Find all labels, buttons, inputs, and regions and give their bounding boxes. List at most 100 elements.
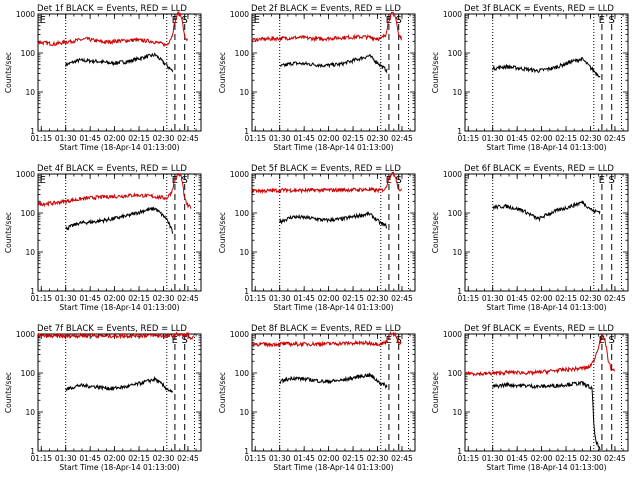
subplot-8: Det 8f BLACK = Events, RED = LLD 1 10 100 10… (218, 324, 416, 472)
events-series-line (65, 205, 174, 235)
x-tick-label: 02:15 (128, 294, 150, 303)
y-tick-label: 100 (448, 209, 463, 218)
y-tick-label: 1000 (16, 170, 35, 179)
subplot-7: Det 7f BLACK = Events, RED = LLD 1 10 100 10… (4, 324, 202, 472)
subplot-title: Det 7f BLACK = Events, RED = LLD (37, 324, 187, 334)
x-axis-label: Start Time (18-Apr-14 01:13:00) (486, 463, 606, 472)
marker-letter: E (599, 175, 605, 186)
marker-letter: S (181, 175, 187, 186)
lld-series-line (37, 10, 188, 47)
x-tick-label: 02:15 (128, 454, 150, 463)
x-tick-label: 01:30 (269, 294, 291, 303)
x-tick-label: 02:30 (580, 294, 602, 303)
lld-series-line (251, 11, 402, 43)
y-tick-label: 1 (457, 127, 462, 136)
x-tick-label: 02:00 (318, 134, 340, 143)
marker-letter: S (395, 15, 401, 26)
plot-frame (37, 333, 202, 452)
subplot-title: Det 2f BLACK = Events, RED = LLD (251, 4, 401, 14)
subplot-3: Det 3f BLACK = Events, RED = LLD 1 10 100 10… (431, 4, 629, 152)
x-tick-label: 02:15 (342, 134, 364, 143)
marker-letter: E (254, 15, 260, 26)
y-tick-label: 10 (239, 248, 249, 257)
marker-letter: E (172, 15, 178, 26)
y-tick-label: 10 (452, 408, 462, 417)
subplot-2: Det 2f BLACK = Events, RED = LLD 1 10 100 10… (218, 4, 416, 152)
y-tick-label: 10 (25, 248, 35, 257)
subplot-title: Det 4f BLACK = Events, RED = LLD (37, 164, 187, 174)
events-series-line (279, 210, 388, 229)
x-tick-label: 01:15 (30, 134, 52, 143)
marker-letter: S (395, 335, 401, 346)
y-tick-label: 10 (239, 408, 249, 417)
subplot-6: Det 6f BLACK = Events, RED = LLD 1 10 100 10… (431, 164, 629, 312)
subplot-4: Det 4f BLACK = Events, RED = LLD 1 10 100 10… (4, 164, 202, 312)
x-tick-label: 01:45 (79, 294, 101, 303)
x-tick-label: 01:45 (293, 454, 315, 463)
x-tick-label: 02:45 (391, 134, 413, 143)
y-axis-label: Counts/sec (218, 372, 227, 413)
x-axis-label: Start Time (18-Apr-14 01:13:00) (273, 463, 393, 472)
x-axis-label: Start Time (18-Apr-14 01:13:00) (59, 143, 179, 152)
lld-series-line (251, 171, 402, 195)
y-tick-label: 1 (457, 287, 462, 296)
marker-letter: S (608, 175, 614, 186)
x-tick-label: 02:15 (128, 134, 150, 143)
x-tick-label: 02:15 (555, 454, 577, 463)
x-tick-label: 01:45 (293, 294, 315, 303)
x-tick-label: 01:15 (30, 294, 52, 303)
y-tick-label: 10 (239, 88, 249, 97)
subplot-title: Det 3f BLACK = Events, RED = LLD (464, 4, 614, 14)
marker-letter: S (608, 15, 614, 26)
x-tick-label: 01:15 (244, 134, 266, 143)
x-tick-label: 02:30 (153, 454, 175, 463)
subplot-1: Det 1f BLACK = Events, RED = LLD 1 10 100 10… (4, 4, 202, 152)
x-tick-label: 02:00 (318, 294, 340, 303)
x-tick-label: 01:15 (244, 454, 266, 463)
subplot-9: Det 9f BLACK = Events, RED = LLD 1 10 100 10… (431, 324, 629, 472)
x-axis-label: Start Time (18-Apr-14 01:13:00) (486, 303, 606, 312)
y-tick-label: 100 (448, 49, 463, 58)
x-tick-label: 02:30 (580, 454, 602, 463)
x-tick-label: 01:30 (482, 134, 504, 143)
x-tick-label: 02:45 (391, 294, 413, 303)
x-tick-label: 02:45 (177, 294, 199, 303)
y-tick-label: 100 (235, 369, 250, 378)
x-tick-label: 02:30 (153, 294, 175, 303)
x-tick-label: 02:00 (318, 454, 340, 463)
x-tick-label: 01:30 (55, 134, 77, 143)
x-tick-label: 01:45 (79, 134, 101, 143)
x-tick-label: 01:15 (244, 294, 266, 303)
y-tick-label: 1 (30, 447, 35, 456)
y-axis-label: Counts/sec (218, 52, 227, 93)
plot-frame (251, 173, 416, 292)
plot-frame (37, 173, 202, 292)
x-tick-label: 02:30 (580, 134, 602, 143)
x-tick-label: 01:15 (457, 454, 479, 463)
events-series-line (65, 375, 173, 393)
y-axis-label: Counts/sec (431, 212, 440, 253)
y-tick-label: 10 (452, 88, 462, 97)
y-tick-label: 100 (235, 49, 250, 58)
y-tick-label: 1000 (16, 330, 35, 339)
x-tick-label: 01:30 (55, 294, 77, 303)
x-tick-label: 01:30 (482, 294, 504, 303)
y-tick-label: 1 (30, 127, 35, 136)
y-tick-label: 1000 (443, 10, 462, 19)
marker-letter: S (181, 15, 187, 26)
y-tick-label: 1000 (16, 10, 35, 19)
marker-letter: E (40, 175, 46, 186)
marker-letter: E (599, 15, 605, 26)
marker-letter: E (386, 335, 392, 346)
x-tick-label: 01:30 (482, 454, 504, 463)
subplot-title: Det 6f BLACK = Events, RED = LLD (464, 164, 614, 174)
x-tick-label: 01:15 (457, 294, 479, 303)
x-tick-label: 01:15 (30, 454, 52, 463)
subplot-title: Det 9f BLACK = Events, RED = LLD (464, 324, 614, 334)
events-series-line (279, 54, 388, 74)
lld-series-line (37, 331, 195, 341)
y-tick-label: 1000 (230, 10, 249, 19)
y-tick-label: 1 (244, 447, 249, 456)
x-tick-label: 02:00 (531, 454, 553, 463)
lld-series-line (251, 330, 402, 348)
